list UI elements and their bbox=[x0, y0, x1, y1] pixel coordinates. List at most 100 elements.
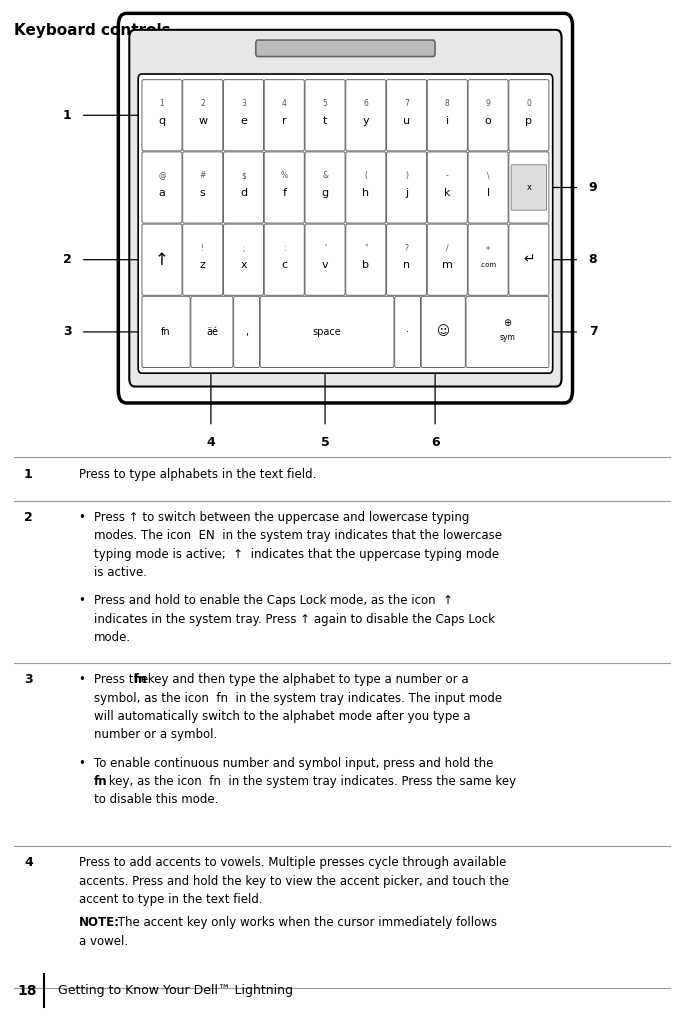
FancyBboxPatch shape bbox=[264, 80, 304, 151]
FancyBboxPatch shape bbox=[428, 224, 467, 295]
FancyBboxPatch shape bbox=[511, 164, 547, 210]
Text: The accent key only works when the cursor immediately follows: The accent key only works when the curso… bbox=[114, 916, 497, 929]
Text: m: m bbox=[442, 260, 453, 270]
Text: f: f bbox=[282, 188, 287, 198]
Text: sym: sym bbox=[499, 333, 516, 342]
FancyBboxPatch shape bbox=[264, 152, 304, 223]
Text: fn: fn bbox=[133, 673, 147, 687]
Text: s: s bbox=[200, 188, 206, 198]
Text: a: a bbox=[159, 188, 166, 198]
Text: Getting to Know Your Dell™ Lightning: Getting to Know Your Dell™ Lightning bbox=[58, 985, 293, 997]
Text: n: n bbox=[403, 260, 410, 270]
Text: ): ) bbox=[405, 172, 408, 181]
Text: ?: ? bbox=[404, 244, 408, 253]
Text: ↵: ↵ bbox=[523, 253, 535, 266]
Text: 2: 2 bbox=[200, 100, 205, 108]
Text: ·: · bbox=[406, 327, 409, 337]
FancyBboxPatch shape bbox=[305, 80, 345, 151]
Text: 3: 3 bbox=[24, 673, 33, 687]
Text: 1: 1 bbox=[24, 468, 33, 481]
FancyBboxPatch shape bbox=[183, 80, 223, 151]
Text: 6: 6 bbox=[363, 100, 368, 108]
FancyBboxPatch shape bbox=[142, 296, 190, 367]
Text: space: space bbox=[313, 327, 341, 337]
Text: 1: 1 bbox=[63, 109, 71, 121]
Text: 5: 5 bbox=[321, 436, 330, 448]
FancyBboxPatch shape bbox=[468, 80, 508, 151]
Text: 8: 8 bbox=[445, 100, 449, 108]
Text: 3: 3 bbox=[63, 326, 71, 338]
Text: 3: 3 bbox=[241, 100, 246, 108]
FancyBboxPatch shape bbox=[509, 152, 549, 223]
Text: ;: ; bbox=[242, 244, 245, 253]
Text: (: ( bbox=[365, 172, 367, 181]
FancyBboxPatch shape bbox=[395, 296, 421, 367]
Text: $: $ bbox=[241, 172, 246, 181]
Text: to disable this mode.: to disable this mode. bbox=[94, 794, 218, 806]
FancyBboxPatch shape bbox=[234, 296, 259, 367]
Text: \: \ bbox=[487, 172, 490, 181]
FancyBboxPatch shape bbox=[118, 13, 573, 403]
FancyBboxPatch shape bbox=[129, 30, 562, 387]
Text: 4: 4 bbox=[24, 856, 33, 870]
Text: ⊕: ⊕ bbox=[503, 318, 512, 328]
FancyBboxPatch shape bbox=[468, 152, 508, 223]
Text: Keyboard controls: Keyboard controls bbox=[14, 23, 170, 38]
Text: •: • bbox=[79, 673, 86, 687]
Text: x: x bbox=[240, 260, 247, 270]
Text: i: i bbox=[446, 116, 449, 126]
Text: is active.: is active. bbox=[94, 565, 146, 579]
FancyBboxPatch shape bbox=[421, 296, 465, 367]
Text: k: k bbox=[444, 188, 451, 198]
FancyBboxPatch shape bbox=[142, 224, 182, 295]
Text: w: w bbox=[198, 116, 207, 126]
Text: g: g bbox=[321, 188, 328, 198]
Text: u: u bbox=[403, 116, 410, 126]
Text: 5: 5 bbox=[323, 100, 328, 108]
Text: symbol, as the icon  fn  in the system tray indicates. The input mode: symbol, as the icon fn in the system tra… bbox=[94, 692, 502, 704]
Text: %: % bbox=[280, 172, 288, 181]
Text: mode.: mode. bbox=[94, 631, 131, 644]
FancyBboxPatch shape bbox=[224, 80, 263, 151]
Text: /: / bbox=[446, 244, 449, 253]
Text: y: y bbox=[363, 116, 369, 126]
Text: 1: 1 bbox=[159, 100, 164, 108]
Text: 2: 2 bbox=[63, 253, 71, 266]
Text: *: * bbox=[486, 246, 490, 255]
Text: a vowel.: a vowel. bbox=[79, 934, 128, 948]
FancyBboxPatch shape bbox=[509, 224, 549, 295]
FancyBboxPatch shape bbox=[183, 224, 223, 295]
Text: 8: 8 bbox=[589, 253, 597, 266]
FancyBboxPatch shape bbox=[264, 224, 304, 295]
Text: -: - bbox=[446, 172, 449, 181]
Text: indicates in the system tray. Press ↑ again to disable the Caps Lock: indicates in the system tray. Press ↑ ag… bbox=[94, 613, 495, 626]
Text: accent to type in the text field.: accent to type in the text field. bbox=[79, 893, 262, 906]
Text: e: e bbox=[240, 116, 247, 126]
FancyBboxPatch shape bbox=[509, 80, 549, 151]
FancyBboxPatch shape bbox=[305, 152, 345, 223]
Text: j: j bbox=[405, 188, 408, 198]
Text: äé: äé bbox=[206, 327, 218, 337]
Text: #: # bbox=[200, 172, 206, 181]
Text: ☺: ☺ bbox=[437, 326, 450, 338]
Text: x: x bbox=[527, 183, 531, 192]
Text: Press to type alphabets in the text field.: Press to type alphabets in the text fiel… bbox=[79, 468, 316, 481]
FancyBboxPatch shape bbox=[468, 224, 508, 295]
FancyBboxPatch shape bbox=[224, 224, 263, 295]
Text: 9: 9 bbox=[589, 181, 597, 194]
Text: 2: 2 bbox=[24, 511, 33, 524]
Text: :: : bbox=[283, 244, 285, 253]
Text: q: q bbox=[159, 116, 166, 126]
Text: Press ↑ to switch between the uppercase and lowercase typing: Press ↑ to switch between the uppercase … bbox=[94, 511, 469, 524]
FancyBboxPatch shape bbox=[345, 224, 386, 295]
Text: 4: 4 bbox=[282, 100, 287, 108]
Text: d: d bbox=[240, 188, 247, 198]
Text: will automatically switch to the alphabet mode after you type a: will automatically switch to the alphabe… bbox=[94, 710, 470, 723]
Text: h: h bbox=[363, 188, 369, 198]
Text: accents. Press and hold the key to view the accent picker, and touch the: accents. Press and hold the key to view … bbox=[79, 875, 509, 887]
Text: 9: 9 bbox=[486, 100, 490, 108]
Text: To enable continuous number and symbol input, press and hold the: To enable continuous number and symbol i… bbox=[94, 757, 493, 770]
Text: 7: 7 bbox=[404, 100, 409, 108]
Text: b: b bbox=[363, 260, 369, 270]
FancyBboxPatch shape bbox=[386, 152, 427, 223]
